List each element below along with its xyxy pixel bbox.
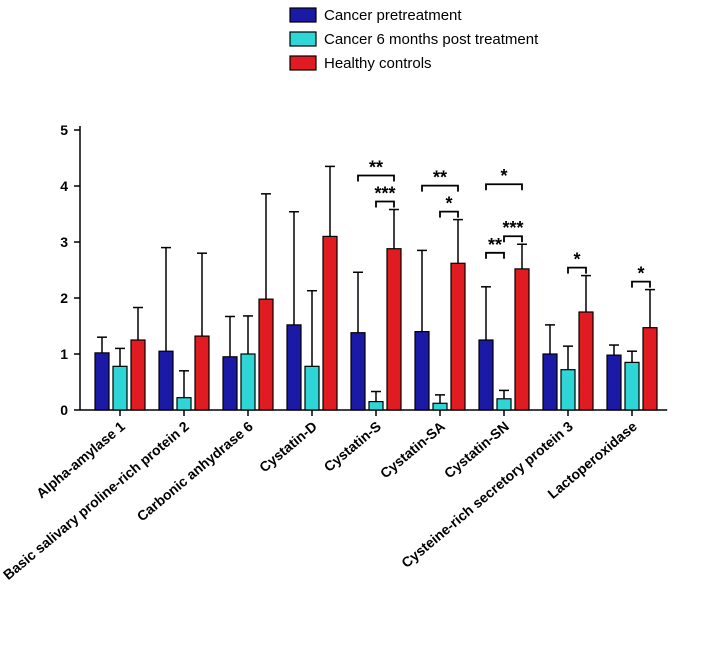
significance-label: *** <box>502 218 523 238</box>
significance-label: ** <box>433 168 447 188</box>
legend-label: Cancer pretreatment <box>324 7 462 24</box>
bar-pre <box>351 333 365 410</box>
legend-swatch <box>290 8 316 22</box>
legend: Cancer pretreatment Cancer 6 months post … <box>290 7 539 72</box>
bar-ctrl <box>579 312 593 410</box>
legend-swatch <box>290 32 316 46</box>
bar-ctrl <box>195 336 209 410</box>
bar-pre <box>95 353 109 410</box>
bar-post <box>497 399 511 410</box>
bar-ctrl <box>515 269 529 410</box>
bar-post <box>113 366 127 410</box>
bar-ctrl <box>643 328 657 410</box>
bar-pre <box>287 325 301 410</box>
legend-label: Cancer 6 months post treatment <box>324 31 539 48</box>
bar-post <box>561 370 575 410</box>
significance-label: * <box>573 250 580 270</box>
bar-ctrl <box>451 263 465 410</box>
significance-label: *** <box>374 184 395 204</box>
bar-pre <box>223 357 237 410</box>
bar-post <box>433 403 447 410</box>
bar-pre <box>543 354 557 410</box>
significance-label: ** <box>369 158 383 178</box>
grouped-bar-chart: Cancer pretreatment Cancer 6 months post … <box>0 0 721 656</box>
bar-pre <box>159 351 173 410</box>
category-label: Cystatin-D <box>256 418 320 475</box>
bar-ctrl <box>323 236 337 410</box>
legend-swatch <box>290 56 316 70</box>
bar-pre <box>479 340 493 410</box>
bar-ctrl <box>259 299 273 410</box>
bar-pre <box>415 332 429 410</box>
bar-post <box>305 366 319 410</box>
y-tick-label: 4 <box>60 178 68 194</box>
legend-label: Healthy controls <box>324 55 432 72</box>
y-tick-label: 1 <box>60 346 68 362</box>
y-tick-label: 5 <box>60 122 68 138</box>
significance-label: * <box>637 264 644 284</box>
y-tick-label: 2 <box>60 290 68 306</box>
bar-post <box>241 354 255 410</box>
y-tick-label: 3 <box>60 234 68 250</box>
bar-ctrl <box>131 340 145 410</box>
category-label: Cystatin-S <box>321 418 384 475</box>
bar-post <box>369 402 383 410</box>
bar-ctrl <box>387 249 401 410</box>
significance-label: * <box>500 166 507 186</box>
bar-pre <box>607 355 621 410</box>
category-label: Cystatin-SA <box>377 418 448 481</box>
significance-label: * <box>445 194 452 214</box>
y-tick-label: 0 <box>60 402 68 418</box>
bar-post <box>177 398 191 410</box>
bar-post <box>625 362 639 410</box>
significance-label: ** <box>488 235 502 255</box>
category-label: Carbonic anhydrase 6 <box>134 418 257 524</box>
